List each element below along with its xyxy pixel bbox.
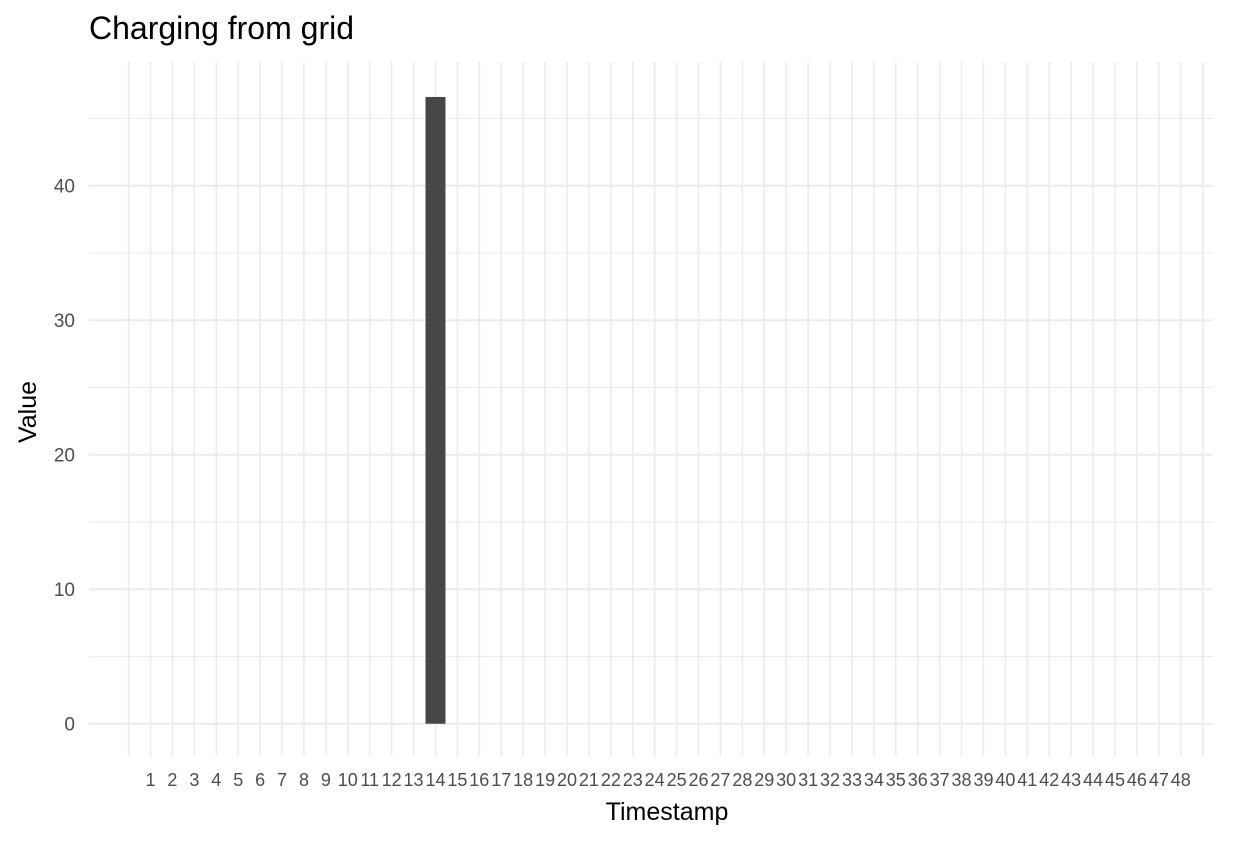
x-tick-label: 32	[820, 770, 840, 790]
x-tick-label: 29	[754, 770, 774, 790]
chart-title: Charging from grid	[89, 10, 354, 46]
x-tick-label: 11	[360, 770, 379, 790]
x-tick-label: 8	[299, 770, 309, 790]
y-tick-label: 10	[54, 580, 75, 601]
x-tick-label: 23	[623, 770, 643, 790]
x-tick-label: 37	[930, 770, 950, 790]
y-axis-ticks: 0 10 20 30 40	[54, 177, 75, 736]
x-tick-label: 4	[211, 770, 221, 790]
x-tick-label: 47	[1149, 770, 1169, 790]
x-tick-label: 36	[908, 770, 928, 790]
x-tick-label: 31	[798, 770, 818, 790]
x-axis-ticks: 1 2 3 4 5 6 7 8 9 10 11 12 13 14 15 16 17 18 19 20 21 22 23 24 2…	[146, 770, 1191, 790]
x-tick-label: 33	[842, 770, 862, 790]
x-tick-label: 42	[1039, 770, 1059, 790]
x-tick-label: 41	[1017, 770, 1037, 790]
x-tick-label: 44	[1083, 770, 1103, 790]
bar	[425, 96, 446, 724]
x-tick-label: 21	[579, 770, 599, 790]
x-tick-label: 39	[973, 770, 993, 790]
x-tick-label: 19	[535, 770, 555, 790]
y-tick-label: 30	[54, 311, 75, 332]
x-tick-label: 6	[255, 770, 265, 790]
bars	[425, 96, 446, 724]
x-tick-label: 27	[710, 770, 730, 790]
x-tick-label: 25	[667, 770, 687, 790]
y-tick-label: 40	[54, 177, 75, 198]
x-tick-label: 13	[404, 770, 424, 790]
x-tick-label: 46	[1127, 770, 1147, 790]
x-tick-label: 14	[425, 770, 445, 790]
grid	[89, 62, 1213, 756]
x-tick-label: 2	[167, 770, 177, 790]
x-tick-label: 22	[601, 770, 621, 790]
x-tick-label: 26	[689, 770, 709, 790]
x-tick-label: 7	[277, 770, 287, 790]
x-tick-label: 10	[338, 770, 358, 790]
x-tick-label: 5	[233, 770, 243, 790]
x-axis-title: Timestamp	[606, 798, 729, 826]
x-tick-label: 48	[1171, 770, 1191, 790]
x-tick-label: 3	[189, 770, 199, 790]
x-tick-label: 45	[1105, 770, 1125, 790]
x-tick-label: 15	[447, 770, 467, 790]
x-tick-label: 18	[513, 770, 533, 790]
y-tick-label: 20	[54, 446, 75, 467]
x-tick-label: 43	[1061, 770, 1081, 790]
x-tick-label: 1	[146, 770, 156, 790]
x-tick-label: 17	[491, 770, 511, 790]
y-axis-title: Value	[14, 381, 42, 443]
x-tick-label: 24	[645, 770, 665, 790]
x-tick-label: 35	[886, 770, 906, 790]
x-tick-label: 40	[995, 770, 1015, 790]
x-tick-label: 16	[469, 770, 489, 790]
x-tick-label: 9	[321, 770, 331, 790]
x-tick-label: 20	[557, 770, 577, 790]
x-tick-label: 30	[776, 770, 796, 790]
x-tick-label: 12	[382, 770, 402, 790]
x-tick-label: 28	[732, 770, 752, 790]
x-tick-label: 38	[952, 770, 972, 790]
x-tick-label: 34	[864, 770, 884, 790]
y-tick-label: 0	[64, 715, 75, 736]
